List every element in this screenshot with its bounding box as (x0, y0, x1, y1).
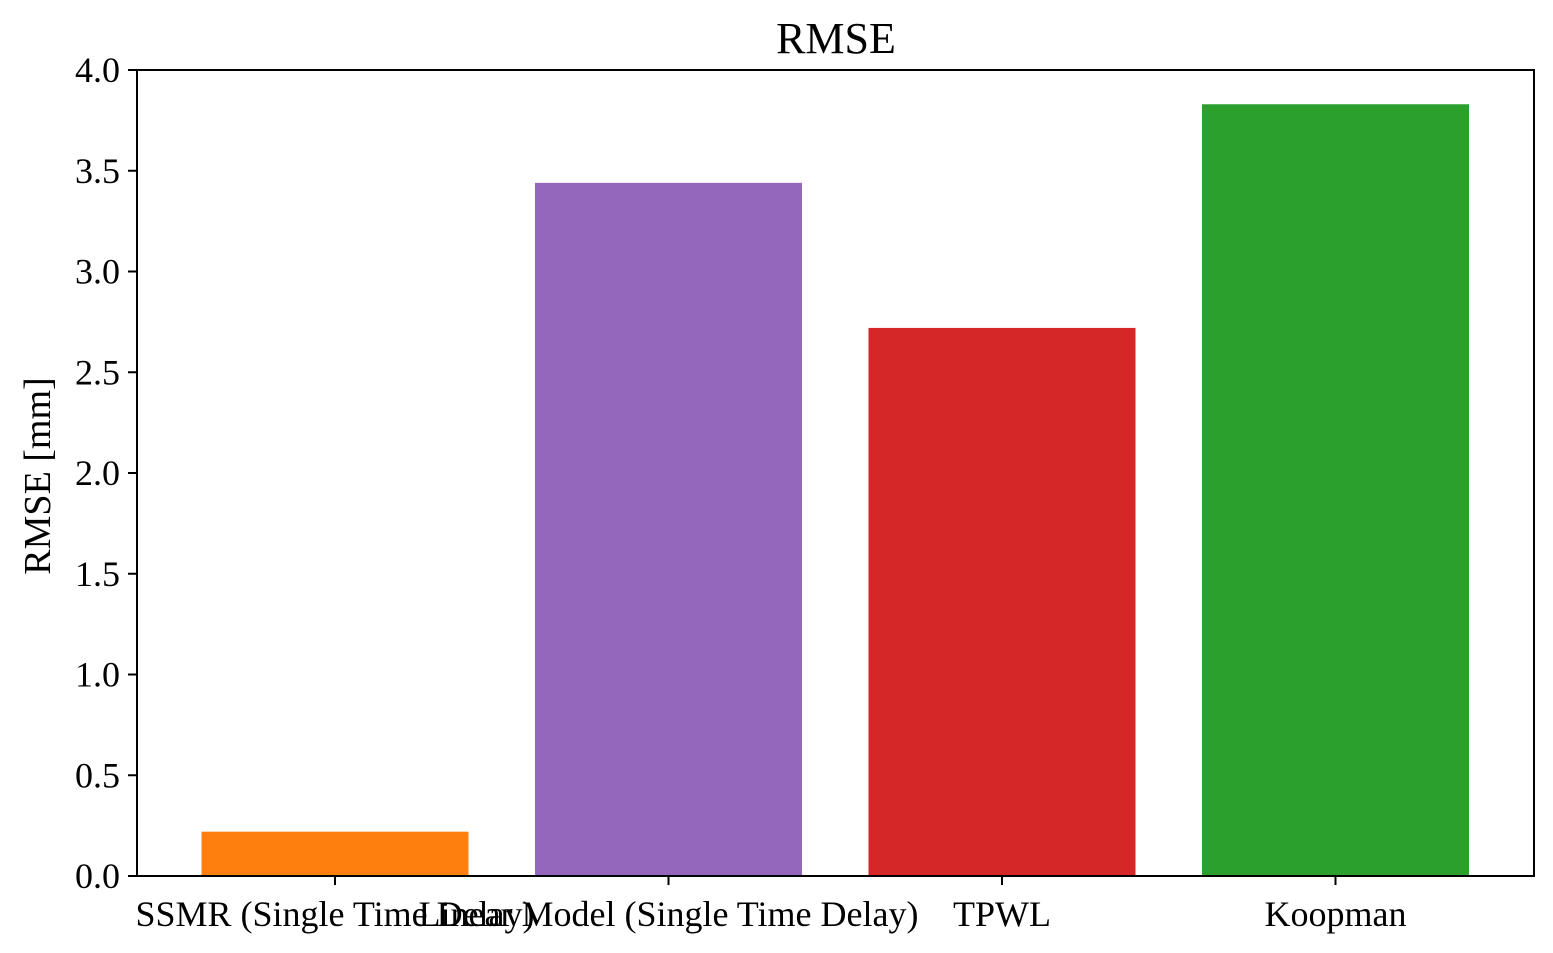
x-tick-label-0: SSMR (Single Time Delay) (135, 894, 534, 934)
bar-2 (868, 327, 1136, 876)
plot-frame (136, 69, 1535, 877)
y-axis-label: RMSE [mm] (17, 377, 59, 574)
bars-group (201, 104, 1469, 877)
bar-0 (201, 831, 469, 876)
y-tick-label-2: 1.0 (75, 655, 120, 695)
chart-title: RMSE (776, 14, 896, 63)
y-tick-label-8: 4.0 (75, 50, 120, 90)
y-tick-label-4: 2.0 (75, 453, 120, 493)
x-tick-label-1: Linear Model (Single Time Delay) (419, 894, 919, 934)
y-tick-label-1: 0.5 (75, 755, 120, 795)
x-axis-ticks: SSMR (Single Time Delay)Linear Model (Si… (135, 876, 1406, 934)
y-axis-ticks: 0.0 0.5 1.0 1.5 2.0 2.5 3.0 3.5 4.0 (75, 50, 137, 896)
bar-3 (1202, 104, 1469, 876)
bar-1 (535, 182, 802, 877)
x-tick-label-2: TPWL (953, 894, 1051, 934)
y-tick-label-7: 3.5 (75, 151, 120, 191)
x-tick-label-3: Koopman (1265, 894, 1407, 934)
y-tick-label-3: 1.5 (75, 554, 120, 594)
y-tick-label-0: 0.0 (75, 856, 120, 896)
y-tick-label-6: 3.0 (75, 252, 120, 292)
y-tick-label-5: 2.5 (75, 352, 120, 392)
